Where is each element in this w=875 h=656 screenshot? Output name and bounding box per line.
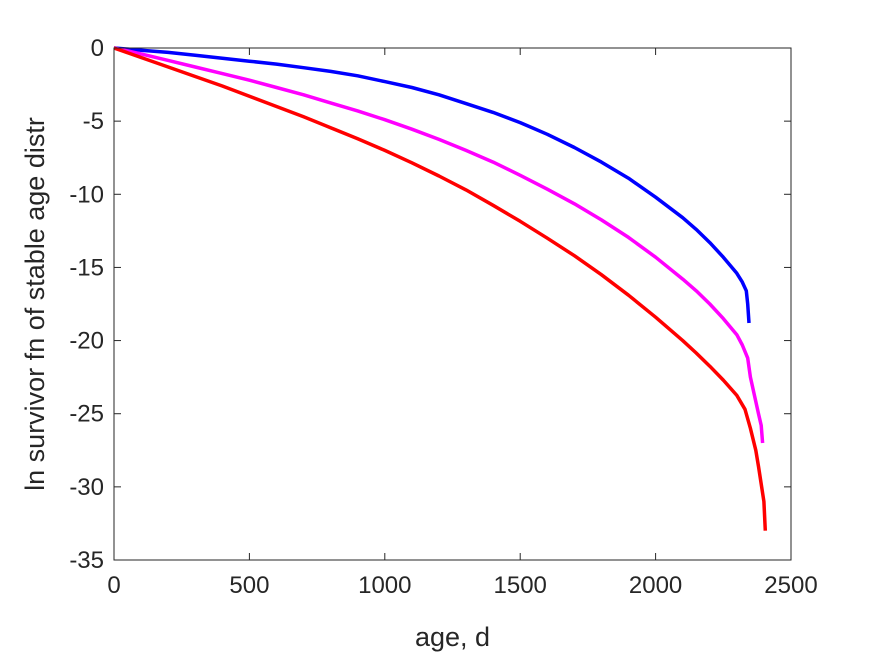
y-tick-label: -5 — [83, 108, 104, 135]
y-tick-label: 0 — [91, 35, 104, 62]
tick-labels: 0 500 1000 1500 2000 2500 0 -5 -10 -15 -20 -25 -30 -3… — [69, 35, 817, 599]
y-tick-label: -20 — [69, 328, 104, 355]
series-line-1 — [113, 46, 751, 324]
y-tick-label: -10 — [69, 181, 104, 208]
y-tick-label: -35 — [69, 547, 104, 574]
y-tick-label: -15 — [69, 254, 104, 281]
x-tick-label: 2000 — [629, 572, 682, 599]
ticks — [113, 47, 792, 561]
plot-lines — [113, 46, 768, 531]
y-tick-label: -30 — [69, 474, 104, 501]
x-tick-label: 1000 — [358, 572, 411, 599]
x-tick-label: 2500 — [764, 572, 817, 599]
x-tick-label: 0 — [107, 572, 120, 599]
series-line-2 — [113, 46, 765, 444]
plot-frame — [113, 47, 792, 561]
y-tick-label: -25 — [69, 401, 104, 428]
x-axis-label: age, d — [415, 622, 490, 652]
x-tick-label: 500 — [229, 572, 269, 599]
series-line-3 — [113, 46, 768, 531]
x-tick-label: 1500 — [494, 572, 547, 599]
y-axis-label: ln survivor fn of stable age distr — [20, 117, 50, 491]
